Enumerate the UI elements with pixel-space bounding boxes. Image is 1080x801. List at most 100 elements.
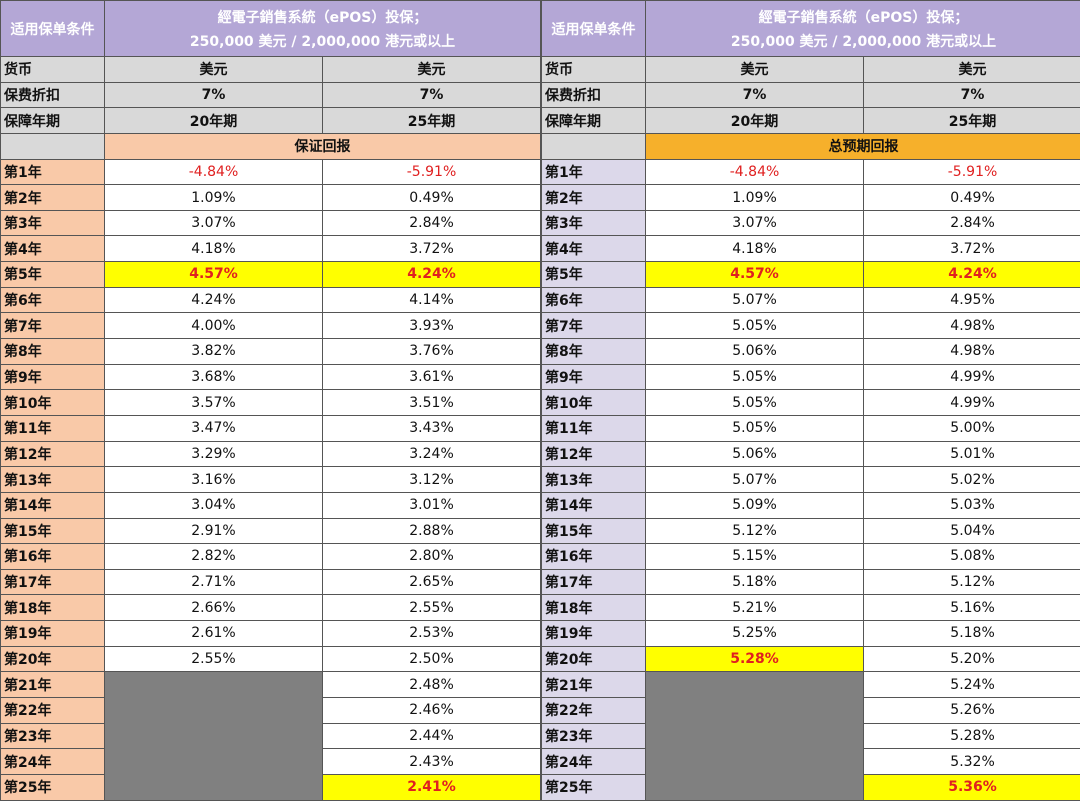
year-row: 第23年 5.28%	[541, 722, 1080, 750]
term-row-value: 25年期	[321, 107, 542, 134]
year-row: 第14年 5.09% 5.03%	[541, 491, 1080, 519]
year-row: 第7年 4.00% 3.93%	[0, 312, 542, 340]
term-row-value: 25年期	[863, 107, 1080, 134]
value-20yr: 5.05%	[645, 363, 865, 391]
value-20yr: 2.55%	[104, 645, 323, 673]
year-row: 第2年 1.09% 0.49%	[541, 184, 1080, 211]
year-row: 第3年 3.07% 2.84%	[541, 209, 1080, 237]
year-label: 第11年	[541, 414, 647, 442]
year-row: 第1年 -4.84% -5.91%	[541, 158, 1080, 186]
year-row: 第16年 2.82% 2.80%	[0, 543, 542, 570]
value-25yr: 0.49%	[321, 184, 542, 211]
value-20yr: 5.06%	[645, 440, 865, 468]
year-label: 第15年	[0, 517, 105, 545]
year-label: 第15年	[541, 517, 647, 545]
discount-row-value: 7%	[645, 81, 865, 109]
value-25yr: 3.43%	[321, 414, 542, 442]
value-25yr: 3.93%	[321, 312, 542, 340]
value-20yr: 3.04%	[104, 491, 323, 519]
term-row-value: 20年期	[104, 107, 323, 134]
year-label: 第10年	[541, 389, 647, 416]
year-row: 第24年 2.43%	[0, 748, 542, 775]
year-label: 第17年	[541, 568, 647, 596]
year-row: 第4年 4.18% 3.72%	[0, 235, 542, 263]
year-row: 第17年 5.18% 5.12%	[541, 568, 1080, 596]
value-25yr: 2.50%	[321, 645, 542, 673]
value-20yr: 2.61%	[104, 620, 323, 647]
blank-20yr	[104, 671, 323, 801]
value-25yr: 2.46%	[321, 697, 542, 724]
value-25yr: 0.49%	[863, 184, 1080, 211]
year-label: 第5年	[0, 261, 105, 288]
value-25yr: -5.91%	[863, 158, 1080, 186]
value-20yr: 4.24%	[104, 286, 323, 314]
year-row: 第8年 3.82% 3.76%	[0, 338, 542, 365]
value-20yr: 4.57%	[645, 261, 865, 288]
value-20yr: 2.71%	[104, 568, 323, 596]
year-row: 第13年 3.16% 3.12%	[0, 466, 542, 493]
year-row: 第17年 2.71% 2.65%	[0, 568, 542, 596]
currency-row-label: 货币	[0, 56, 105, 83]
discount-row-label: 保费折扣	[0, 81, 105, 109]
currency-row-value: 美元	[645, 56, 865, 83]
value-25yr: 5.28%	[863, 722, 1080, 750]
guaranteed-return-table: 适用保单条件 經電子銷售系統（ePOS）投保； 250,000 美元 / 2,000…	[0, 0, 542, 801]
section-row: 总预期回报	[541, 132, 1080, 160]
year-row: 第24年 5.32%	[541, 748, 1080, 775]
currency-row-value: 美元	[321, 56, 542, 83]
value-20yr: 5.06%	[645, 338, 865, 365]
value-20yr: 5.07%	[645, 286, 865, 314]
year-label: 第2年	[541, 184, 647, 211]
value-25yr: 5.02%	[863, 466, 1080, 493]
value-20yr: 5.15%	[645, 543, 865, 570]
value-20yr: 1.09%	[645, 184, 865, 211]
value-20yr: 3.47%	[104, 414, 323, 442]
year-label: 第9年	[541, 363, 647, 391]
header-line-1: 經電子銷售系統（ePOS）投保；	[217, 9, 428, 26]
year-label: 第4年	[0, 235, 105, 263]
year-label: 第5年	[541, 261, 647, 288]
year-row: 第11年 5.05% 5.00%	[541, 414, 1080, 442]
value-25yr: 3.72%	[321, 235, 542, 263]
year-label: 第14年	[541, 491, 647, 519]
discount-row: 保费折扣 7% 7%	[541, 81, 1080, 109]
year-label: 第6年	[0, 286, 105, 314]
value-20yr: -4.84%	[104, 158, 323, 186]
currency-row-value: 美元	[104, 56, 323, 83]
year-label: 第9年	[0, 363, 105, 391]
value-25yr: 3.76%	[321, 338, 542, 365]
term-row: 保障年期 20年期 25年期	[0, 107, 542, 134]
year-label: 第14年	[0, 491, 105, 519]
year-row: 第23年 2.44%	[0, 722, 542, 750]
year-row: 第20年 5.28% 5.20%	[541, 645, 1080, 673]
value-20yr: 3.29%	[104, 440, 323, 468]
year-row: 第6年 5.07% 4.95%	[541, 286, 1080, 314]
value-25yr: 5.04%	[863, 517, 1080, 545]
year-label: 第23年	[0, 722, 105, 750]
year-label: 第18年	[541, 594, 647, 622]
value-25yr: 3.72%	[863, 235, 1080, 263]
value-25yr: 5.03%	[863, 491, 1080, 519]
value-20yr: 5.05%	[645, 414, 865, 442]
value-20yr: 5.05%	[645, 312, 865, 340]
year-row: 第10年 5.05% 4.99%	[541, 389, 1080, 416]
year-label: 第7年	[541, 312, 647, 340]
year-row: 第10年 3.57% 3.51%	[0, 389, 542, 416]
value-20yr: 3.82%	[104, 338, 323, 365]
value-25yr: 4.24%	[321, 261, 542, 288]
value-25yr: 2.84%	[321, 209, 542, 237]
header-row: 适用保单条件 經電子銷售系統（ePOS）投保； 250,000 美元 / 2,000…	[0, 0, 542, 57]
policy-condition-header: 經電子銷售系統（ePOS）投保； 250,000 美元 / 2,000,000 港…	[645, 0, 1080, 57]
header-line-2: 250,000 美元 / 2,000,000 港元或以上	[730, 33, 997, 50]
value-25yr: 2.88%	[321, 517, 542, 545]
year-label: 第13年	[541, 466, 647, 493]
value-20yr: 2.91%	[104, 517, 323, 545]
value-20yr: 3.07%	[645, 209, 865, 237]
year-row: 第12年 5.06% 5.01%	[541, 440, 1080, 468]
year-row: 第25年 2.41%	[0, 773, 542, 801]
year-row: 第20年 2.55% 2.50%	[0, 645, 542, 673]
header-row: 适用保单条件 經電子銷售系統（ePOS）投保； 250,000 美元 / 2,000…	[541, 0, 1080, 57]
value-20yr: 5.07%	[645, 466, 865, 493]
value-25yr: 4.14%	[321, 286, 542, 314]
year-label: 第12年	[541, 440, 647, 468]
